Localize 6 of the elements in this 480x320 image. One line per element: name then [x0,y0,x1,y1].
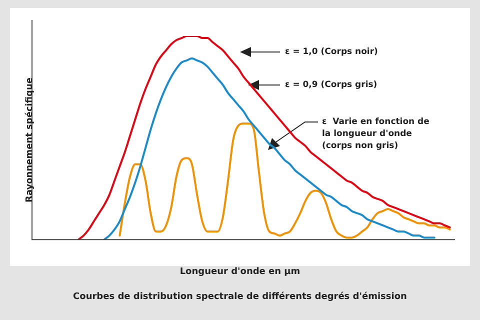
annotation: ε = 0,9 (Corps gris) [285,79,378,91]
x-axis-title: Longueur d'onde en µm [178,267,302,277]
annotation: ε Varie en fonction de la longueur d'onde (corps non gris) [322,116,430,152]
annotation: ε = 1,0 (Corps noir) [285,46,378,58]
text: Courbes de distribution spectrale de différents degrés d'émission [72,292,408,302]
y-axis-title: Rayonnement spécifique [25,78,35,202]
